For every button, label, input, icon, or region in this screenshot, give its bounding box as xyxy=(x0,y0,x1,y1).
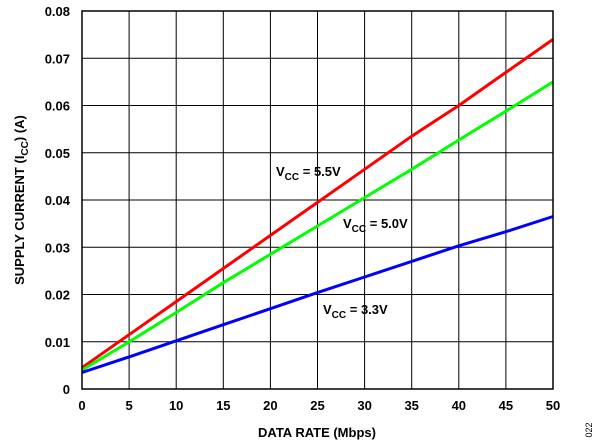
series-label-5v5-subscript: CC xyxy=(285,172,299,183)
y-tick-labels: 0 0.01 0.02 0.03 0.04 0.05 0.06 0.07 0.08 xyxy=(45,4,71,397)
series-label-5v0-value: = 5.0V xyxy=(366,216,408,231)
series-label-5v0-main: V xyxy=(343,216,352,231)
y-tick-label: 0.08 xyxy=(45,4,70,19)
series-line-3v3 xyxy=(81,215,554,374)
series-label-5v5: VCC = 5.5V xyxy=(276,164,341,183)
x-tick-label: 45 xyxy=(499,398,513,413)
plot-frame xyxy=(81,10,554,390)
x-tick-label: 20 xyxy=(263,398,277,413)
y-tick-label: 0.06 xyxy=(45,99,70,114)
x-tick-label: 50 xyxy=(546,398,560,413)
figure-id: 022 xyxy=(584,422,594,437)
y-tick-label: 0.02 xyxy=(45,288,70,303)
x-tick-label: 30 xyxy=(357,398,371,413)
x-tick-label: 10 xyxy=(169,398,183,413)
x-tick-label: 0 xyxy=(78,398,85,413)
x-tick-label: 35 xyxy=(404,398,418,413)
series-label-5v5-main: V xyxy=(276,164,285,179)
y-tick-label: 0.04 xyxy=(45,193,71,208)
y-tick-label: 0.01 xyxy=(45,335,70,350)
x-axis-title: DATA RATE (Mbps) xyxy=(258,425,376,440)
series-line-5v0 xyxy=(81,80,554,372)
x-tick-label: 40 xyxy=(452,398,466,413)
y-axis-title: SUPPLY CURRENT (ICC) (A) xyxy=(12,115,31,285)
y-axis-title-suffix: ) (A) xyxy=(12,115,27,141)
y-tick-label: 0 xyxy=(63,382,70,397)
series-line-5v5 xyxy=(81,38,554,369)
y-tick-label: 0.07 xyxy=(45,51,70,66)
y-tick-label: 0.05 xyxy=(45,146,70,161)
x-tick-label: 15 xyxy=(216,398,230,413)
series-label-5v5-value: = 5.5V xyxy=(299,164,341,179)
series-label-3v3-main: V xyxy=(323,302,332,317)
series-label-5v0: VCC = 5.0V xyxy=(343,216,408,235)
y-axis-title-subscript: CC xyxy=(20,141,31,155)
series-label-5v0-subscript: CC xyxy=(352,224,366,235)
y-tick-label: 0.03 xyxy=(45,240,70,255)
y-axis-title-main: SUPPLY CURRENT (I xyxy=(12,156,27,285)
series-label-3v3: VCC = 3.3V xyxy=(323,302,388,321)
series-lines xyxy=(81,38,554,374)
x-tick-label: 5 xyxy=(125,398,132,413)
x-tick-labels: 0 5 10 15 20 25 30 35 40 45 50 xyxy=(78,398,560,413)
series-label-3v3-subscript: CC xyxy=(332,310,346,321)
series-label-3v3-value: = 3.3V xyxy=(346,302,388,317)
x-tick-label: 25 xyxy=(310,398,324,413)
